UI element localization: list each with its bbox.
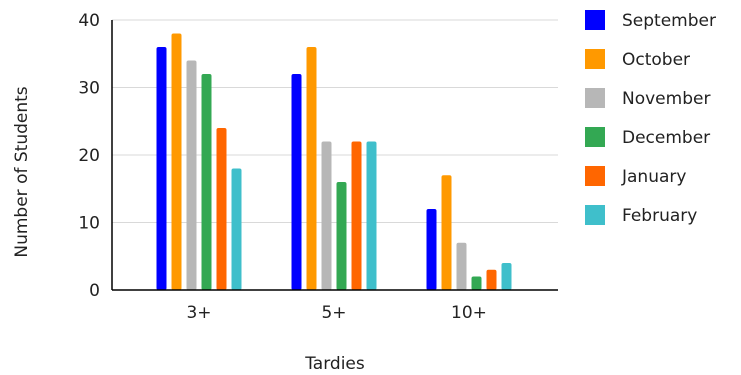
bar-december-10plus [471, 276, 482, 290]
legend-label-january: January [621, 167, 686, 187]
bar-february-3plus [231, 168, 242, 290]
x-axis-title: Tardies [304, 354, 365, 374]
legend-swatch-january [585, 166, 605, 186]
gridlines [112, 19, 558, 223]
bar-february-10plus [501, 263, 512, 290]
y-tick-label: 20 [78, 146, 100, 166]
bar-october-3plus [171, 33, 182, 290]
bar-january-3plus [216, 128, 227, 290]
bar-january-10plus [486, 269, 497, 290]
x-tick-label: 3+ [186, 303, 211, 323]
legend-swatch-september [585, 10, 605, 30]
legend: September October November December January F… [585, 10, 716, 226]
y-tick-label: 10 [78, 214, 100, 234]
legend-label-september: September [622, 11, 716, 31]
bar-december-5plus [336, 182, 347, 290]
bar-november-3plus [186, 60, 197, 290]
axes: 0 10 20 30 40 3+ 5+ 10+ [78, 11, 558, 323]
bar-november-5plus [321, 141, 332, 290]
bar-october-10plus [441, 175, 452, 290]
bar-february-5plus [366, 141, 377, 290]
bar-october-5plus [306, 47, 317, 290]
legend-swatch-october [585, 49, 605, 69]
bar-november-10plus [456, 242, 467, 290]
x-tick-label: 5+ [321, 303, 346, 323]
bar-january-5plus [351, 141, 362, 290]
y-axis-title: Number of Students [12, 86, 32, 257]
legend-swatch-november [585, 88, 605, 108]
y-tick-label: 0 [89, 281, 100, 301]
legend-swatch-february [585, 205, 605, 225]
bars [156, 33, 512, 290]
legend-label-february: February [622, 206, 697, 226]
legend-label-december: December [622, 128, 710, 148]
bar-december-3plus [201, 74, 212, 290]
x-tick-label: 10+ [451, 303, 487, 323]
y-tick-label: 30 [78, 79, 100, 99]
legend-label-october: October [622, 50, 690, 70]
bar-september-10plus [426, 209, 437, 290]
y-tick-label: 40 [78, 11, 100, 31]
legend-label-november: November [622, 89, 710, 109]
legend-swatch-december [585, 127, 605, 147]
bar-september-3plus [156, 47, 167, 290]
bar-september-5plus [291, 74, 302, 290]
